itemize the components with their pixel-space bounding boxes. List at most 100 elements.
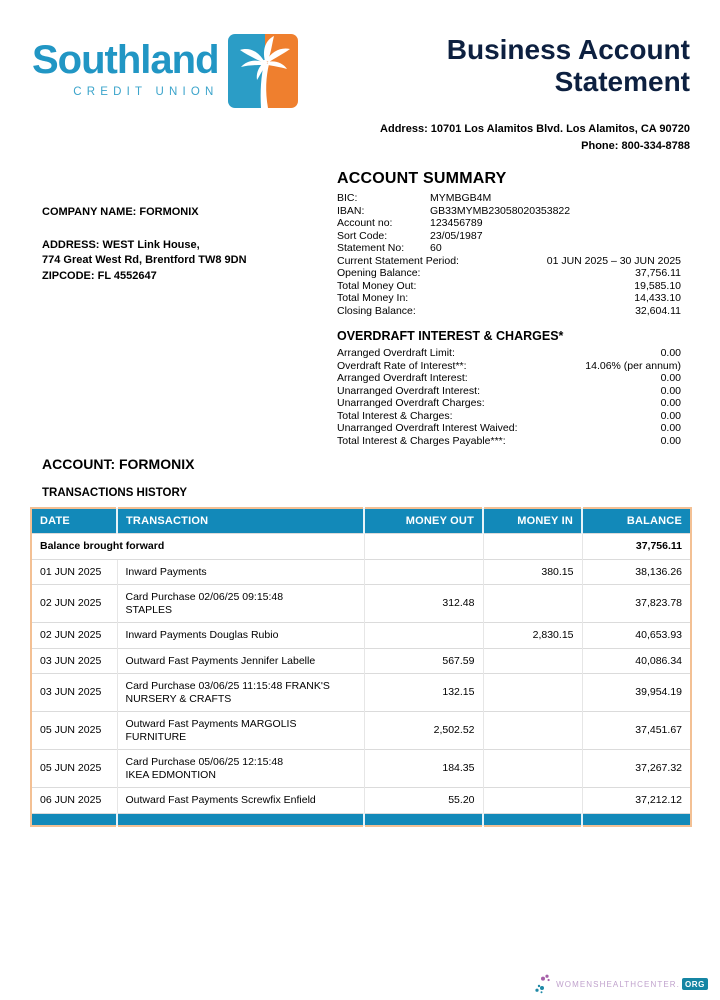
summary-row: Total Money In: 14,433.10 (337, 292, 681, 305)
overdraft-label: Arranged Overdraft Interest: (337, 372, 468, 384)
cell-transaction: Card Purchase 03/06/25 11:15:48 FRANK'S … (116, 673, 364, 712)
summary-value: 14,433.10 (634, 292, 681, 304)
overdraft-row: Unarranged Overdraft Charges: 0.00 (337, 397, 681, 410)
overdraft-label: Unarranged Overdraft Interest: (337, 384, 480, 397)
overdraft-value: 0.00 (660, 384, 681, 397)
overdraft-row: Arranged Overdraft Interest: 0.00 (337, 372, 681, 385)
overdraft-label: Overdraft Rate of Interest**: (337, 359, 467, 372)
overdraft-row: Unarranged Overdraft Interest Waived: 0.0… (337, 422, 681, 435)
transaction-row: 03 JUN 2025 Outward Fast Payments Jennife… (31, 647, 691, 674)
summary-label: BIC: (337, 192, 358, 204)
cell-balance: 37,756.11 (581, 533, 691, 559)
overdraft-row: Unarranged Overdraft Interest: 0.00 (337, 385, 681, 398)
cell-date: 03 JUN 2025 (31, 673, 117, 712)
summary-value: 32,604.11 (635, 304, 681, 317)
document-title-line1: Business Account (446, 34, 690, 65)
company-address-line2: 774 Great West Rd, Brentford TW8 9DN (42, 254, 247, 266)
cell-money-in: 2,830.15 (482, 622, 582, 648)
transactions-header-row: DATE TRANSACTION MONEY OUT MONEY IN BALANCE (31, 508, 691, 534)
bank-contact: Address: 10701 Los Alamitos Blvd. Los Al… (380, 121, 690, 154)
cell-transaction: Card Purchase 02/06/25 09:15:48 STAPLES (116, 584, 364, 623)
logo-name: Southland (32, 38, 220, 82)
cell-balance: 38,136.26 (581, 558, 691, 585)
overdraft-value: 0.00 (660, 347, 681, 359)
cell-money-out (363, 558, 483, 585)
cell-money-out: 2,502.52 (363, 711, 483, 750)
footer-bar-cell (363, 812, 483, 826)
cell-money-out (363, 533, 483, 559)
summary-label: Opening Balance: (337, 267, 421, 279)
overdraft-row: Arranged Overdraft Limit: 0.00 (337, 347, 681, 360)
cell-money-in (482, 749, 582, 788)
summary-label: Account no: (337, 217, 393, 229)
cell-date: 02 JUN 2025 (31, 622, 117, 648)
summary-row: Opening Balance: 37,756.11 (337, 267, 681, 280)
cell-balance: 37,451.67 (581, 711, 691, 750)
summary-value: 37,756.11 (635, 267, 681, 279)
summary-row: Closing Balance: 32,604.11 (337, 305, 681, 318)
summary-row: Current Statement Period: 01 JUN 2025 – 3… (337, 255, 681, 268)
transaction-row: 01 JUN 2025 Inward Payments 380.15 38,136.2… (31, 558, 691, 585)
column-header-date: DATE (31, 508, 117, 534)
column-header-money-out: MONEY OUT (363, 508, 483, 534)
summary-value: 01 JUN 2025 – 30 JUN 2025 (546, 254, 681, 267)
cell-money-in (482, 787, 582, 813)
cell-money-in (482, 673, 582, 712)
overdraft-value: 0.00 (660, 422, 681, 434)
cell-date: 02 JUN 2025 (31, 584, 117, 623)
transaction-row: 06 JUN 2025 Outward Fast Payments Screwfi… (31, 787, 691, 813)
cell-money-in (482, 533, 582, 559)
summary-value: 23/05/1987 (430, 229, 483, 242)
cell-money-in: 380.15 (482, 558, 582, 585)
summary-row: IBAN: GB33MYMB23058020353822 (337, 205, 681, 218)
account-summary-section: ACCOUNT SUMMARY BIC: MYMBGB4M IBAN: GB33MYM… (337, 170, 681, 317)
overdraft-value: 14.06% (per annum) (585, 359, 681, 372)
cell-balance: 37,267.32 (581, 749, 691, 788)
footer-brand-text: WOMENSHEALTHCENTER. (556, 979, 680, 989)
cell-balance: 40,653.93 (581, 622, 691, 648)
overdraft-heading: OVERDRAFT INTEREST & CHARGES* (337, 329, 564, 343)
bank-address: Address: 10701 Los Alamitos Blvd. Los Al… (380, 123, 690, 135)
cell-transaction: Outward Fast Payments Jennifer Labelle (116, 647, 364, 674)
overdraft-value: 0.00 (660, 372, 681, 384)
cell-money-out: 132.15 (363, 673, 483, 712)
footer-bar-cell (482, 812, 582, 826)
overdraft-label: Arranged Overdraft Limit: (337, 347, 455, 359)
overdraft-value: 0.00 (660, 434, 681, 447)
cell-date: 05 JUN 2025 (31, 711, 117, 750)
transactions-table: DATE TRANSACTION MONEY OUT MONEY IN BALANCE … (30, 507, 692, 827)
cell-money-in (482, 711, 582, 750)
overdraft-label: Unarranged Overdraft Interest Waived: (337, 422, 518, 434)
overdraft-value: 0.00 (660, 409, 681, 422)
cell-money-in (482, 647, 582, 674)
transactions-footer-bar (31, 812, 691, 826)
southland-logo: Southland CREDIT UNION (32, 34, 298, 108)
summary-value: GB33MYMB23058020353822 (430, 204, 571, 217)
summary-row: BIC: MYMBGB4M (337, 192, 681, 205)
transaction-row: 02 JUN 2025 Inward Payments Douglas Rubio… (31, 622, 691, 648)
summary-value: 123456789 (430, 217, 483, 229)
cell-money-in (482, 584, 582, 623)
overdraft-rows: Arranged Overdraft Limit: 0.00 Overdraft R… (337, 347, 681, 447)
overdraft-row: Total Interest & Charges Payable***: 0.00 (337, 435, 681, 448)
document-title-line2: Statement (554, 66, 690, 98)
company-info: COMPANY NAME: FORMONIX ADDRESS: WEST Lin… (42, 205, 247, 284)
cell-money-out (363, 622, 483, 648)
summary-label: Total Money Out: (337, 279, 417, 292)
footer-brand-org-badge: ORG (681, 978, 708, 990)
footer-bar-cell (116, 812, 364, 826)
company-address-line1: ADDRESS: WEST Link House, (42, 238, 200, 251)
cell-balance: 39,954.19 (581, 673, 691, 712)
cell-date: 01 JUN 2025 (31, 558, 117, 585)
overdraft-row: Total Interest & Charges: 0.00 (337, 410, 681, 423)
company-name: COMPANY NAME: FORMONIX (42, 206, 199, 218)
bank-phone: Phone: 800-334-8788 (581, 139, 690, 152)
transactions-heading: TRANSACTIONS HISTORY (42, 487, 188, 499)
logo-text: Southland CREDIT UNION (32, 38, 220, 98)
cell-balance: 37,823.78 (581, 584, 691, 623)
cell-balance: 37,212.12 (581, 787, 691, 813)
summary-label: Sort Code: (337, 229, 388, 242)
summary-label: Current Statement Period: (337, 254, 459, 267)
palm-tree-icon (227, 34, 298, 108)
transaction-row: 02 JUN 2025 Card Purchase 02/06/25 09:15:… (31, 584, 691, 623)
